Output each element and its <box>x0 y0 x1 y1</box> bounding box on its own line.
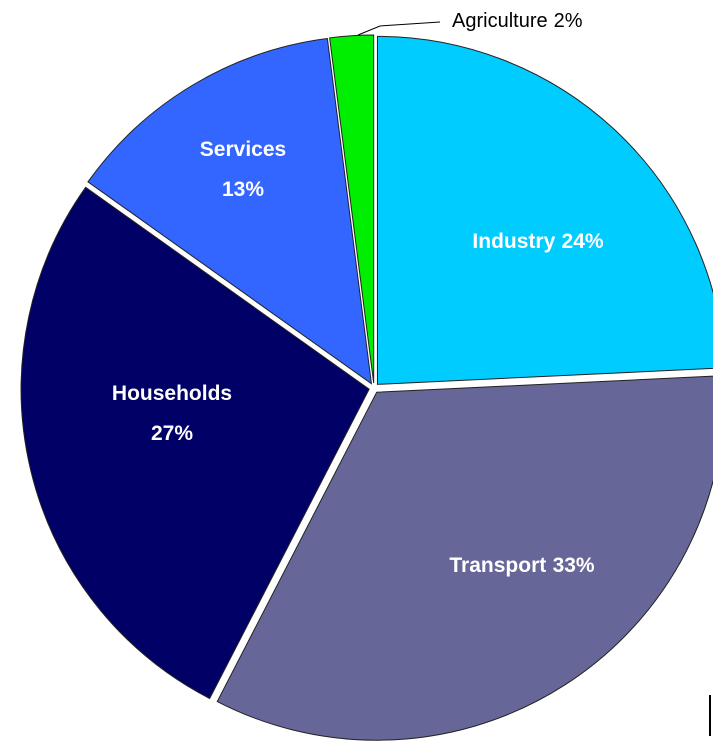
pie-slice <box>20 186 370 700</box>
slice-label: Transport 33% <box>449 554 595 577</box>
value-label: 33% <box>553 554 595 577</box>
leader-line <box>357 21 441 36</box>
value-label: 27% <box>151 421 193 444</box>
pie-slice <box>376 35 713 385</box>
slice-label: Agriculture 2% <box>452 10 583 32</box>
value-label: 13% <box>222 177 264 200</box>
category-label: Industry <box>472 230 555 253</box>
slice-label: Services 13% <box>200 138 286 201</box>
slice-label: Households 27% <box>112 382 232 445</box>
pie-slice <box>216 375 713 741</box>
pie-slice <box>87 37 373 385</box>
category-label: Households <box>112 382 232 405</box>
value-label: 24% <box>562 230 604 253</box>
category-label: Transport <box>449 554 546 577</box>
category-label: Agriculture <box>452 10 548 32</box>
category-label: Services <box>200 138 286 161</box>
pie-slice <box>329 34 375 384</box>
slice-label: Industry 24% <box>472 230 604 253</box>
value-label: 2% <box>554 10 583 32</box>
